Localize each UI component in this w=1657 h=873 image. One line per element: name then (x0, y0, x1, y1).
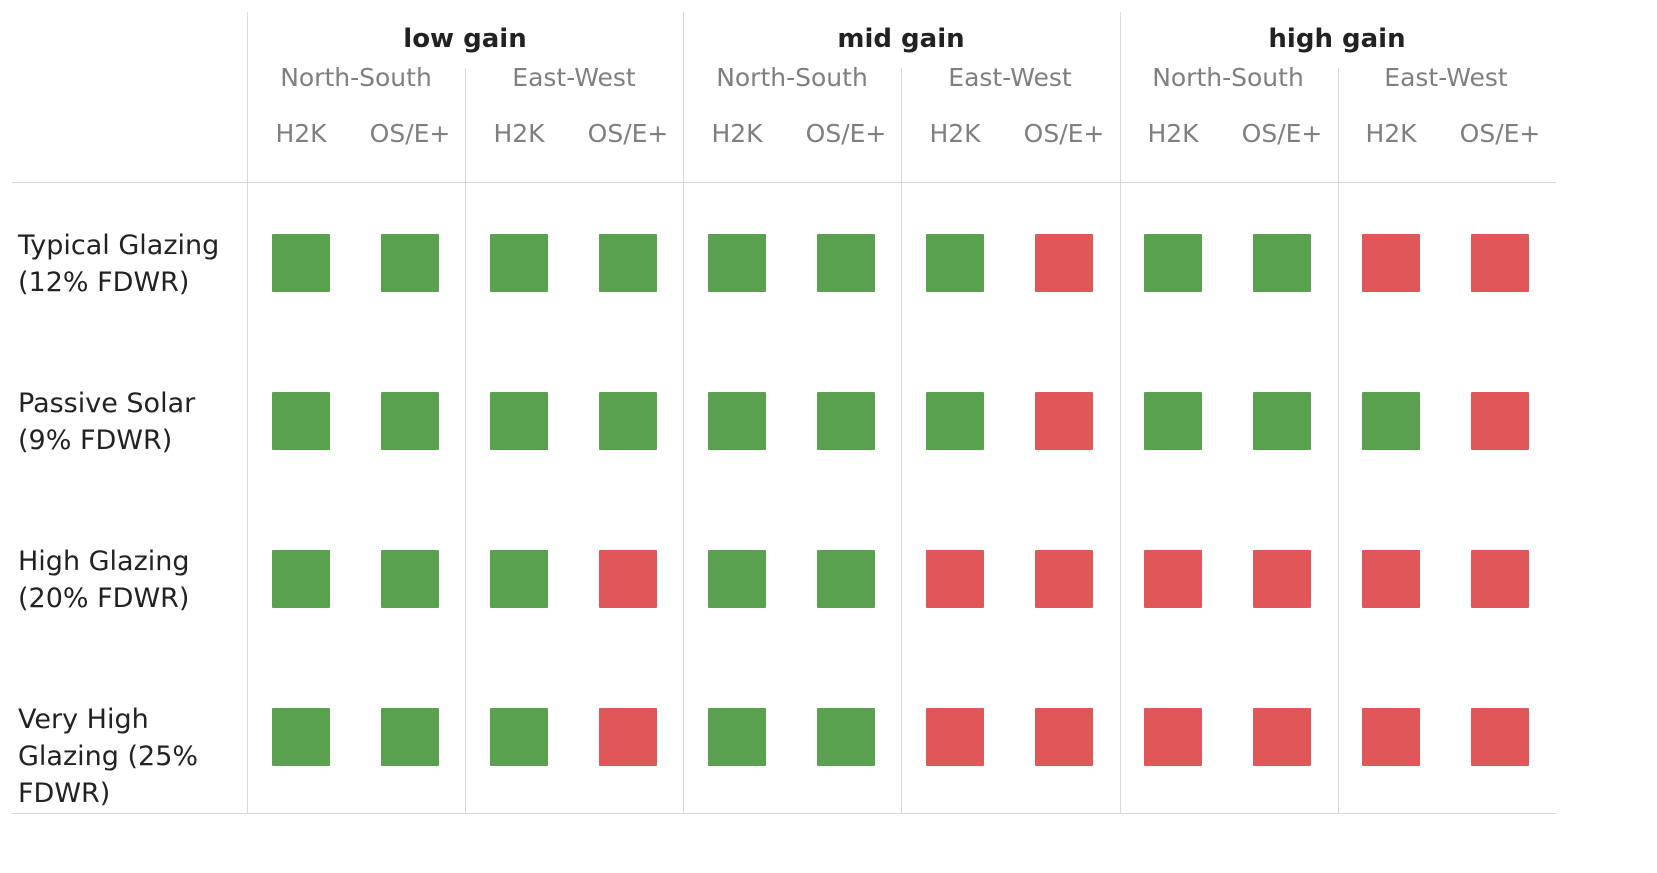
heatmap-cell (490, 550, 548, 608)
gain-divider-1 (683, 12, 684, 814)
heatmap-cell (1471, 234, 1529, 292)
heatmap-cell (926, 550, 984, 608)
heatmap-cell (272, 550, 330, 608)
heatmap-cell (272, 392, 330, 450)
heatmap-cell (1035, 708, 1093, 766)
heatmap-cell (1253, 392, 1311, 450)
heatmap-cell (381, 234, 439, 292)
heatmap-cell (599, 234, 657, 292)
heatmap-cell (708, 550, 766, 608)
heatmap-cell (381, 392, 439, 450)
heatmap-cell (1253, 234, 1311, 292)
gain-label: high gain (1268, 24, 1406, 54)
header-divider (12, 182, 1556, 183)
model-label: H2K (929, 119, 981, 148)
heatmap-cell (926, 708, 984, 766)
heatmap-cell (708, 708, 766, 766)
row-label: High Glazing (20% FDWR) (18, 546, 190, 614)
heatmap-cell (1471, 550, 1529, 608)
model-label: H2K (275, 119, 327, 148)
row-label: Passive Solar (9% FDWR) (18, 388, 196, 456)
orientation-label: North-South (1152, 63, 1304, 92)
heatmap-cell (1035, 392, 1093, 450)
gain-label: mid gain (837, 24, 965, 54)
orientation-label: North-South (716, 63, 868, 92)
heatmap-cell (1144, 550, 1202, 608)
row-label: Typical Glazing (12% FDWR) (18, 230, 220, 298)
heatmap-cell (1362, 550, 1420, 608)
heatmap-cell (1144, 392, 1202, 450)
heatmap-cell (599, 708, 657, 766)
heatmap-cell (1471, 392, 1529, 450)
heatmap-cell (1253, 550, 1311, 608)
gain-divider-2 (1120, 12, 1121, 814)
orientation-label: East-West (512, 63, 636, 92)
heatmap-cell (381, 708, 439, 766)
model-label: OS/E+ (587, 119, 669, 148)
heatmap-cell (1362, 392, 1420, 450)
heatmap-cell (599, 392, 657, 450)
heatmap-cell (272, 708, 330, 766)
heatmap-cell (381, 550, 439, 608)
heatmap-cell (926, 392, 984, 450)
chart-bottom-divider (12, 813, 1556, 814)
model-label: H2K (493, 119, 545, 148)
heatmap-cell (599, 550, 657, 608)
heatmap-cell (1035, 550, 1093, 608)
heatmap-cell (708, 234, 766, 292)
heatmap-cell (1144, 234, 1202, 292)
heatmap-cell (1362, 708, 1420, 766)
heatmap-cell (490, 708, 548, 766)
heatmap-cell (817, 234, 875, 292)
heatmap-cell (817, 392, 875, 450)
model-label: OS/E+ (805, 119, 887, 148)
row-label: Very High Glazing (25% FDWR) (18, 704, 199, 809)
heatmap-cell (1144, 708, 1202, 766)
heatmap-cell (817, 550, 875, 608)
heatmap-cell (817, 708, 875, 766)
model-label: H2K (711, 119, 763, 148)
heatmap-cell (1035, 234, 1093, 292)
orientation-label: North-South (280, 63, 432, 92)
heatmap-cell (1362, 234, 1420, 292)
orientation-divider-high (1338, 68, 1339, 814)
model-label: OS/E+ (1241, 119, 1323, 148)
model-label: H2K (1147, 119, 1199, 148)
heatmap-cell (1471, 708, 1529, 766)
heatmap-cell (490, 392, 548, 450)
heatmap-cell (272, 234, 330, 292)
gain-label: low gain (403, 24, 527, 54)
row-label-divider (247, 12, 248, 814)
heatmap-cell (708, 392, 766, 450)
heatmap-cell (490, 234, 548, 292)
heatmap-cell (1253, 708, 1311, 766)
model-label: H2K (1365, 119, 1417, 148)
model-label: OS/E+ (1023, 119, 1105, 148)
model-label: OS/E+ (369, 119, 451, 148)
heatmap-cell (926, 234, 984, 292)
orientation-label: East-West (948, 63, 1072, 92)
orientation-divider-low (465, 68, 466, 814)
orientation-label: East-West (1384, 63, 1508, 92)
orientation-divider-mid (901, 68, 902, 814)
model-label: OS/E+ (1459, 119, 1541, 148)
